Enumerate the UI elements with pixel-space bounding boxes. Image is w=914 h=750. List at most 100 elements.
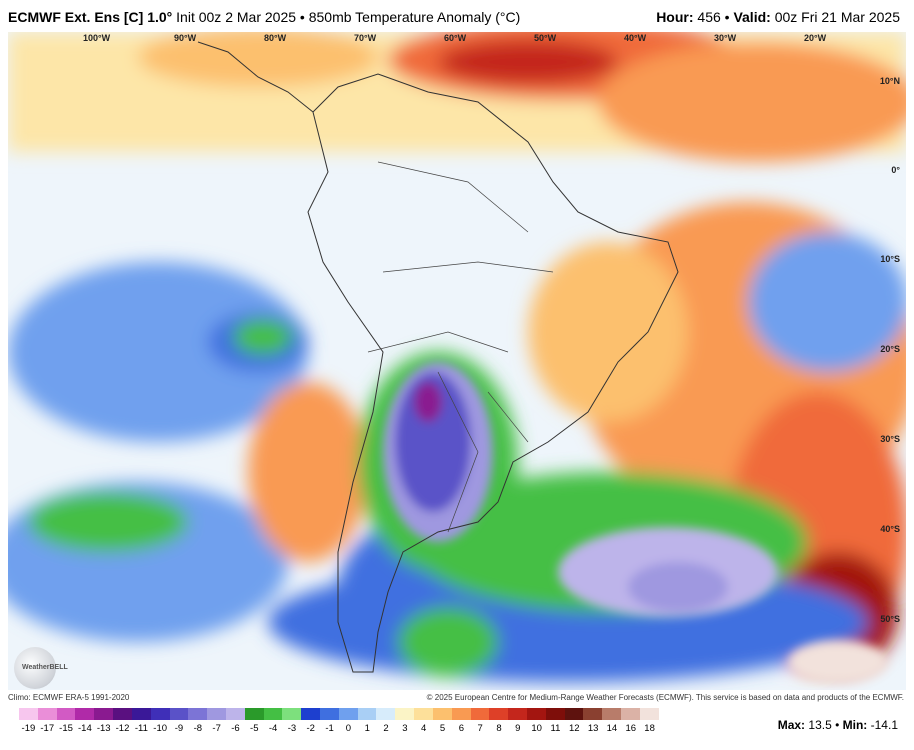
colorbar-tick-label: 2	[383, 723, 389, 734]
colorbar-swatch	[94, 708, 114, 720]
colorbar-swatch	[357, 708, 377, 720]
hour-label: Hour:	[656, 9, 694, 25]
lat-label-10s: 10°S	[880, 254, 900, 264]
colorbar-swatch	[75, 708, 95, 720]
lon-label-80w: 80°W	[264, 33, 287, 43]
colorbar-swatch	[432, 708, 452, 720]
colorbar-ticks: -19 -17 -15 -14 -13 -12 -11 -10 -9 -8 -7 -6 -5 -4 -3 -2…	[19, 723, 659, 737]
colorbar-tick-label: -15	[59, 723, 73, 734]
colorbar-tick-label: 16	[625, 723, 637, 734]
coastline	[307, 73, 679, 673]
max-label: Max:	[777, 718, 806, 732]
colorbar-swatch	[301, 708, 320, 720]
max-value: 13.5	[808, 718, 832, 732]
colorbar-swatch	[150, 708, 170, 720]
colorbar-swatch	[564, 708, 584, 720]
lon-label-20w: 20°W	[804, 33, 827, 43]
colorbar-tick-label: -13	[96, 723, 111, 734]
colorbar-tick-label: -8	[193, 723, 203, 734]
bullet-separator: •	[299, 9, 305, 25]
central-america	[197, 41, 314, 113]
hour-value: 456	[697, 9, 721, 25]
colorbar-tick-label: -6	[231, 723, 240, 734]
cold-core	[383, 362, 888, 684]
colorbar-swatch	[225, 708, 245, 720]
colorbar-swatch	[545, 708, 565, 720]
min-label: Min:	[842, 718, 868, 732]
valid-label: Valid:	[733, 9, 771, 25]
colorbar-swatch	[526, 708, 546, 720]
colorbar-swatch	[169, 708, 189, 720]
colorbar-tick-label: 12	[568, 723, 580, 734]
colorbar-tick-label: 11	[550, 723, 561, 734]
colorbar-tick-label: 9	[515, 723, 521, 734]
copyright-note: © 2025 European Centre for Medium-Range …	[426, 693, 904, 702]
colorbar	[19, 708, 659, 720]
colorbar-swatch	[37, 708, 57, 720]
forecast-time: Hour: 456 • Valid: 00z Fri 21 Mar 2025	[656, 9, 900, 25]
colorbar-tick-label: -17	[40, 723, 55, 734]
lat-label-20s: 20°S	[880, 344, 900, 354]
lat-label-50s: 50°S	[880, 614, 900, 624]
lat-label-10n: 10°N	[879, 76, 900, 86]
lon-label-70w: 70°W	[354, 33, 377, 43]
weatherbell-logo	[14, 647, 56, 689]
colorbar-swatch	[451, 708, 471, 720]
lat-label-0: 0°	[891, 165, 900, 175]
colorbar-swatch	[621, 708, 640, 720]
colorbar-swatch	[376, 708, 396, 720]
lon-label-50w: 50°W	[534, 33, 557, 43]
max-min-stats: Max: 13.5 • Min: -14.1	[778, 718, 898, 732]
lat-label-40s: 40°S	[880, 524, 900, 534]
colorbar-swatch	[470, 708, 490, 720]
colorbar-tick-label: -2	[306, 723, 315, 734]
title-text: ECMWF Ext. Ens [C] 1.0° Init 00z 2 Mar 2…	[8, 9, 520, 25]
colorbar-swatch	[263, 708, 283, 720]
colorbar-tick-label: -19	[21, 723, 36, 734]
colorbar-tick-label: 13	[587, 723, 599, 734]
lon-label-60w: 60°W	[444, 33, 467, 43]
colorbar-swatch	[583, 708, 603, 720]
colorbar-tick-label: 3	[402, 723, 408, 734]
map-canvas	[8, 32, 906, 690]
stats-bullet: •	[835, 718, 840, 732]
colorbar-tick-label: -3	[287, 723, 297, 734]
colorbar-swatch	[188, 708, 208, 720]
colorbar-tick-label: 5	[439, 723, 446, 734]
lon-label-30w: 30°W	[714, 33, 737, 43]
colorbar-swatch	[207, 708, 226, 720]
colorbar-tick-label: -11	[134, 723, 148, 734]
colorbar-swatch	[244, 708, 264, 720]
colorbar-swatch	[414, 708, 433, 720]
colorbar-swatch	[131, 708, 151, 720]
climo-note: Climo: ECMWF ERA-5 1991-2020	[8, 693, 130, 702]
colorbar-swatch	[602, 708, 621, 720]
valid-value: 00z Fri 21 Mar 2025	[774, 9, 900, 25]
colorbar-swatch	[338, 708, 358, 720]
title-bar: ECMWF Ext. Ens [C] 1.0° Init 00z 2 Mar 2…	[0, 0, 914, 32]
colorbar-tick-label: -10	[153, 723, 168, 734]
colorbar-tick-label: -14	[78, 723, 92, 734]
lat-label-30s: 30°S	[880, 434, 900, 444]
colorbar-tick-label: -12	[115, 723, 130, 734]
lon-label-40w: 40°W	[624, 33, 647, 43]
colorbar-tick-label: 6	[458, 723, 464, 734]
colorbar-tick-label: -1	[325, 723, 334, 734]
colorbar-swatch	[489, 708, 509, 720]
colorbar-tick-label: 7	[477, 723, 483, 734]
colorbar-tick-label: 8	[496, 723, 502, 734]
logo-text: WeatherBELL	[22, 664, 68, 671]
bullet-separator-2: •	[724, 9, 730, 25]
colorbar-tick-label: 14	[606, 723, 618, 734]
lon-label-100w: 100°W	[83, 33, 111, 43]
anomaly-map[interactable]: 100°W 90°W 80°W 70°W 60°W 50°W 40°W 30°W…	[8, 32, 906, 690]
colorbar-swatch	[19, 708, 38, 720]
colorbar-tick-label: 10	[531, 723, 542, 734]
init-time: Init 00z 2 Mar 2025	[176, 9, 297, 25]
colorbar-tick-label: 0	[345, 723, 352, 734]
colorbar-tick-label: 1	[364, 723, 370, 734]
colorbar-swatch	[282, 708, 302, 720]
colorbar-tick-label: 4	[421, 723, 427, 734]
country-borders	[367, 161, 554, 533]
colorbar-swatch	[56, 708, 76, 720]
